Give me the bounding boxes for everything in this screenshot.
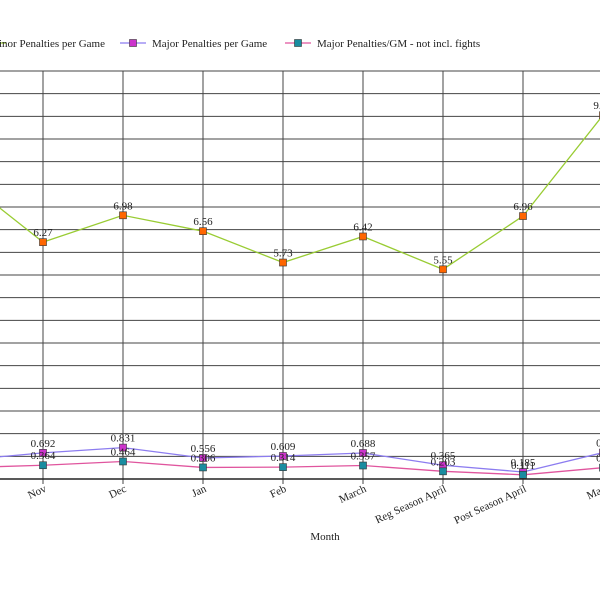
data-label: 0.203 <box>431 456 456 468</box>
point-marker <box>359 232 367 241</box>
series-line <box>0 117 600 271</box>
point-marker <box>439 265 447 274</box>
point-marker <box>279 452 287 460</box>
x-axis-title: Month <box>310 531 340 543</box>
data-label: 6.27 <box>33 227 53 239</box>
data-label: 0.556 <box>191 443 216 455</box>
data-label: 0.3 <box>596 453 600 465</box>
data-label: 9.63 <box>593 100 600 112</box>
data-label: 5.73 <box>273 248 293 260</box>
data-label: 0.609 <box>271 441 296 453</box>
point-marker <box>359 461 367 470</box>
point-marker <box>119 211 127 220</box>
x-tick-label: Jan <box>190 483 209 500</box>
x-tick-label: Feb <box>268 483 288 501</box>
data-label: 0.464 <box>111 446 136 458</box>
legend-label: Minor Penalties per Game <box>0 38 105 50</box>
legend-marker <box>129 39 137 47</box>
point-marker <box>39 238 47 246</box>
data-label: 0.306 <box>191 452 216 464</box>
x-tick-label: Dec <box>107 483 128 501</box>
data-label: 0.111 <box>511 460 535 472</box>
point-marker <box>199 454 207 462</box>
legend-marker <box>294 39 302 47</box>
data-label: 6.98 <box>113 200 133 212</box>
data-label: 0.185 <box>511 457 536 469</box>
data-label: 6.96 <box>513 201 533 213</box>
data-label: 0.831 <box>111 433 136 445</box>
point-marker <box>279 258 287 267</box>
data-label: 0.357 <box>351 451 376 463</box>
data-label: 0.365 <box>431 450 456 462</box>
point-marker <box>359 449 367 457</box>
x-tick-label: May <box>585 483 600 503</box>
legend-label: Major Penalties per Game <box>152 38 267 50</box>
x-tick-label: Post Season April <box>452 483 528 527</box>
data-label: 0.314 <box>271 452 296 464</box>
point-marker <box>119 457 127 466</box>
data-label: 6.56 <box>193 216 213 228</box>
point-marker <box>519 212 527 220</box>
point-marker <box>199 227 207 235</box>
legend-label: Major Penalties/GM - not incl. fights <box>317 38 480 50</box>
data-label: 0.364 <box>31 450 56 462</box>
point-marker <box>199 463 207 472</box>
x-tick-label: Reg Season April <box>373 483 448 526</box>
data-label: 0.7 <box>596 438 600 450</box>
point-marker <box>39 461 47 470</box>
data-label: 0.688 <box>351 438 376 450</box>
point-marker <box>519 471 527 479</box>
point-marker <box>439 467 447 476</box>
point-marker <box>279 463 287 471</box>
x-tick-label: March <box>337 483 369 506</box>
x-tick-label: Nov <box>26 483 49 502</box>
data-label: 6.42 <box>353 221 372 233</box>
data-label: 5.55 <box>433 254 453 266</box>
data-label: 0.692 <box>31 438 56 450</box>
point-marker <box>39 449 47 457</box>
point-marker <box>119 443 127 452</box>
